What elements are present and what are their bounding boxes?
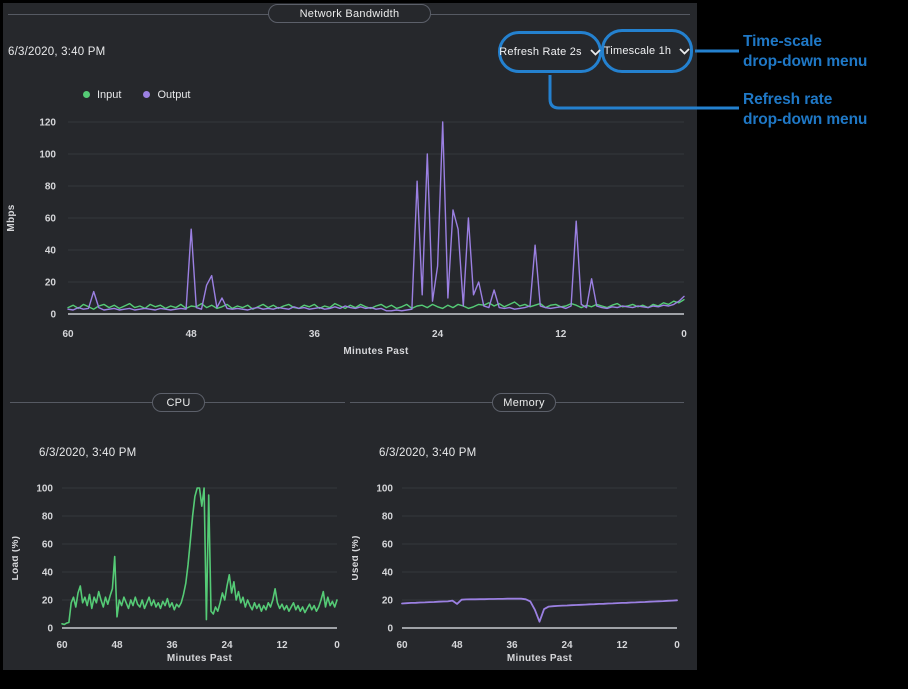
y-tick-label: 100 — [39, 150, 56, 161]
network-bandwidth-title: Network Bandwidth — [268, 4, 431, 23]
cpu-timestamp: 6/3/2020, 3:40 PM — [39, 447, 137, 459]
x-axis-title: Minutes Past — [167, 653, 233, 664]
y-tick-label: 20 — [382, 596, 394, 607]
y-tick-label: 80 — [45, 182, 57, 193]
memory-title-label: Memory — [503, 396, 545, 409]
y-tick-label: 40 — [382, 568, 394, 579]
memory-timestamp: 6/3/2020, 3:40 PM — [379, 447, 477, 459]
input-legend-label: Input — [97, 88, 122, 101]
x-tick-label: 60 — [396, 640, 408, 651]
x-tick-label: 24 — [561, 640, 573, 651]
refresh-rate-dropdown[interactable]: Refresh Rate 2s — [499, 46, 601, 58]
cpu-title: CPU — [152, 393, 205, 412]
memory-used-chart: 0 20 40 60 80 100 60 48 36 24 12 0 Minutes Past Used … — [352, 484, 680, 665]
timescale-annotation-line2: drop-down menu — [743, 53, 868, 70]
timescale-annotation: Time-scale drop-down menu — [743, 32, 867, 72]
network-legend: Input Output — [83, 88, 191, 101]
x-tick-label: 36 — [506, 640, 518, 651]
chevron-down-icon — [679, 47, 690, 55]
network-timestamp: 6/3/2020, 3:40 PM — [8, 46, 106, 58]
used-series-line — [401, 597, 678, 623]
x-tick-label: 48 — [186, 329, 198, 340]
x-tick-label: 60 — [62, 329, 74, 340]
y-tick-label: 40 — [45, 246, 57, 257]
input-series-line — [67, 298, 685, 310]
y-tick-label: 80 — [42, 512, 54, 523]
x-axis-title: Minutes Past — [507, 653, 573, 664]
timescale-annotation-line1: Time-scale — [743, 33, 822, 50]
output-legend-label: Output — [157, 88, 191, 101]
y-tick-label: 0 — [50, 310, 56, 321]
x-tick-label: 48 — [451, 640, 463, 651]
output-legend-dot-icon — [143, 91, 151, 98]
x-tick-label: 12 — [555, 329, 567, 340]
network-bandwidth-title-label: Network Bandwidth — [299, 7, 400, 20]
metrics-panel: Network Bandwidth 6/3/2020, 3:40 PM Inpu… — [3, 3, 697, 670]
output-series-line — [67, 121, 685, 312]
y-axis-title: Used (%) — [352, 535, 361, 580]
load-series-line — [61, 487, 338, 626]
y-tick-label: 0 — [387, 624, 393, 635]
x-tick-label: 36 — [166, 640, 178, 651]
y-tick-label: 20 — [42, 596, 54, 607]
x-tick-label: 0 — [674, 640, 680, 651]
cpu-title-label: CPU — [166, 396, 191, 409]
x-tick-label: 24 — [221, 640, 233, 651]
y-axis-title: Load (%) — [12, 536, 21, 581]
x-tick-label: 24 — [432, 329, 444, 340]
y-tick-label: 100 — [376, 484, 393, 495]
cpu-load-chart: 0 20 40 60 80 100 60 48 36 24 12 0 Minutes Past Load … — [12, 484, 340, 665]
x-tick-label: 48 — [111, 640, 123, 651]
y-tick-label: 100 — [36, 484, 53, 495]
refresh-rate-annotation-line1: Refresh rate — [743, 91, 833, 108]
y-tick-label: 80 — [382, 512, 394, 523]
memory-title: Memory — [492, 393, 556, 412]
x-tick-label: 0 — [681, 329, 687, 340]
x-tick-label: 0 — [334, 640, 340, 651]
timescale-dropdown[interactable]: Timescale 1h — [604, 45, 690, 57]
y-tick-label: 120 — [39, 118, 56, 129]
x-tick-label: 12 — [276, 640, 288, 651]
x-axis-title: Minutes Past — [343, 346, 409, 357]
timescale-callout-ring: Timescale 1h — [601, 29, 693, 73]
x-tick-label: 60 — [56, 640, 68, 651]
x-tick-label: 12 — [616, 640, 628, 651]
timescale-dropdown-label: Timescale 1h — [603, 45, 672, 57]
legend-item-input[interactable]: Input — [83, 89, 121, 101]
refresh-rate-callout-ring: Refresh Rate 2s — [498, 31, 602, 73]
legend-item-output[interactable]: Output — [143, 88, 191, 101]
y-tick-label: 40 — [42, 568, 54, 579]
x-tick-label: 36 — [309, 329, 321, 340]
chevron-down-icon — [590, 48, 601, 56]
y-tick-label: 0 — [47, 624, 53, 635]
y-tick-label: 20 — [45, 278, 57, 289]
y-tick-label: 60 — [45, 214, 57, 225]
y-tick-label: 60 — [382, 540, 394, 551]
y-tick-label: 60 — [42, 540, 54, 551]
input-legend-dot-icon — [83, 91, 90, 98]
refresh-rate-annotation: Refresh rate drop-down menu — [743, 90, 867, 130]
refresh-rate-dropdown-label: Refresh Rate 2s — [499, 46, 582, 58]
y-axis-title: Mbps — [6, 204, 17, 231]
refresh-rate-annotation-line2: drop-down menu — [743, 111, 868, 128]
